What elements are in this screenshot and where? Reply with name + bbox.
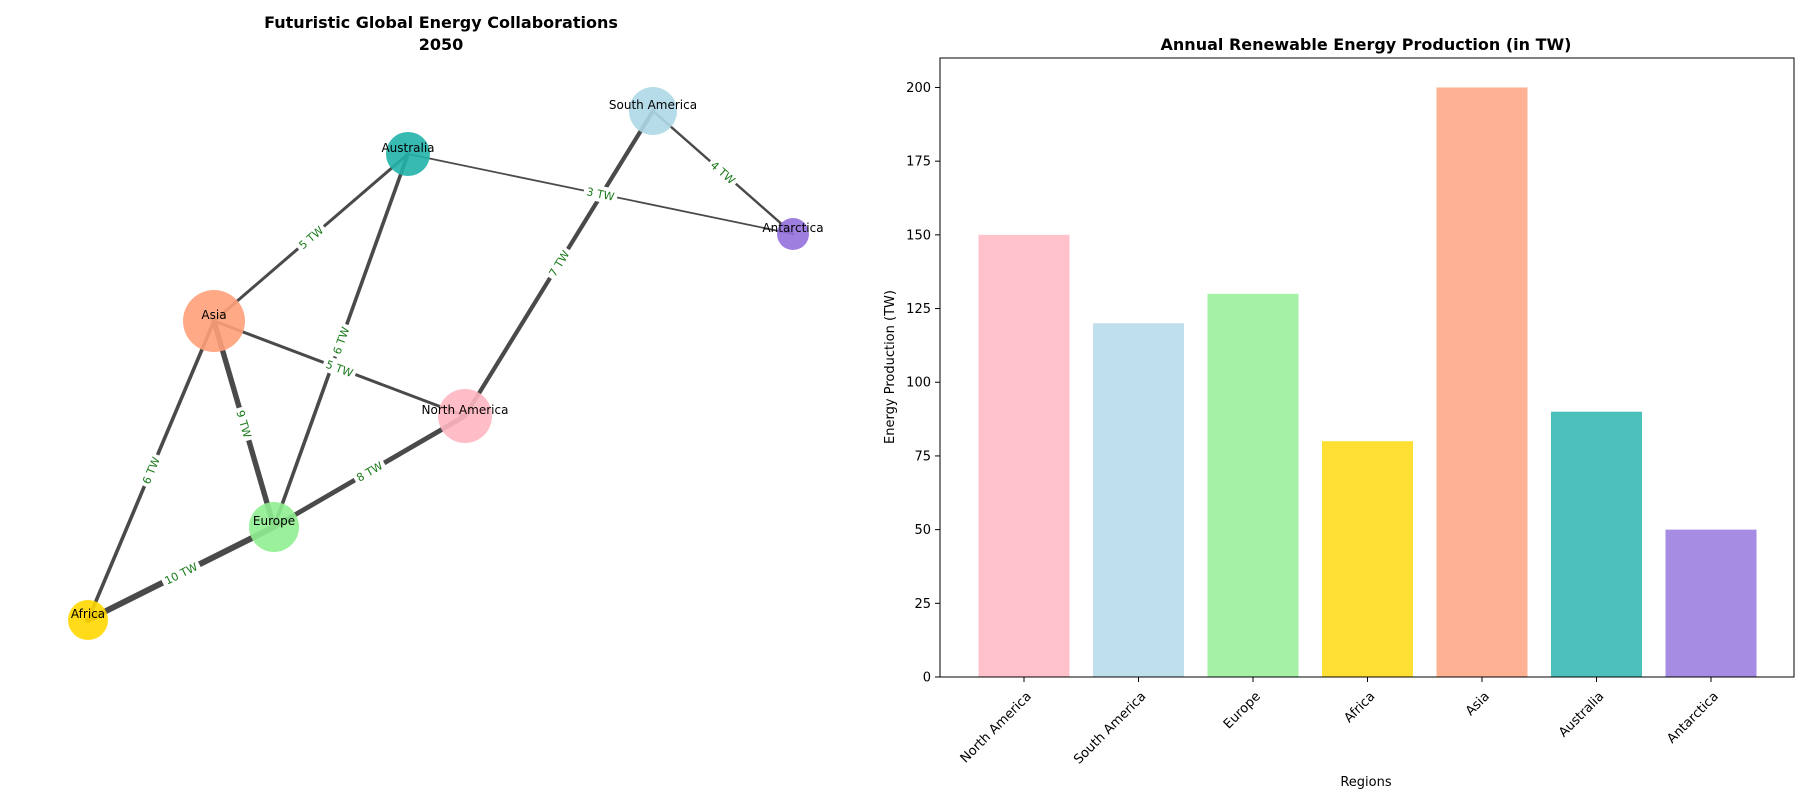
y-axis: 0 25 50 75 100 125 150 175 200 <box>906 81 940 686</box>
node-antarctica <box>777 218 809 250</box>
network-panel: Futuristic Global Energy Collaborations … <box>68 13 824 640</box>
y-tick-label: 150 <box>906 228 931 243</box>
node-africa <box>68 600 108 640</box>
y-tick-label: 200 <box>906 81 931 96</box>
bar-africa <box>1322 441 1413 677</box>
y-tick-label: 175 <box>906 155 931 170</box>
node-label-north-america: North America <box>422 403 509 417</box>
x-tick-label-africa: Africa <box>1342 689 1379 726</box>
edge-label-group: 3 TW <box>582 182 619 206</box>
edge-label-australia-antarctica: 3 TW <box>585 185 615 203</box>
edge-label-background <box>543 244 575 283</box>
node-label-africa: Africa <box>71 607 105 621</box>
node-label-antarctica: Antarctica <box>762 221 823 235</box>
edge-label-group: 6 TW <box>137 451 165 490</box>
x-tick-label-north-america: North America <box>958 689 1035 766</box>
network-nodes <box>68 87 809 640</box>
edge-label-background <box>582 182 619 206</box>
y-tick-label: 50 <box>914 523 931 538</box>
x-tick-label-antarctica: Antarctica <box>1664 689 1721 746</box>
y-tick-label: 0 <box>923 671 931 686</box>
edge-label-group: 7 TW <box>543 244 575 283</box>
edge-label-group: 9 TW <box>231 405 257 443</box>
edge-label-background <box>350 456 389 487</box>
edge-label-group: 10 TW <box>159 557 203 590</box>
x-tick-label-south-america: South America <box>1071 689 1149 767</box>
network-title-line-2: 2050 <box>419 35 464 54</box>
node-north-america <box>438 389 492 443</box>
node-label-australia: Australia <box>381 141 434 155</box>
bar-antarctica <box>1665 529 1757 677</box>
edge-label-background <box>137 451 165 490</box>
network-title-line-1: Futuristic Global Energy Collaborations <box>264 13 618 32</box>
bar-series <box>978 87 1757 677</box>
edge-label-background <box>320 355 359 382</box>
node-australia <box>386 132 430 176</box>
x-axis: North America South America Europe Africa As… <box>958 677 1722 767</box>
bar-south-america <box>1093 323 1184 677</box>
bar-north-america <box>978 234 1070 677</box>
y-tick-label: 75 <box>914 449 931 464</box>
y-tick-label: 125 <box>906 302 931 317</box>
edge-label-background <box>327 321 355 360</box>
node-europe <box>249 502 299 552</box>
edge-label-background <box>704 155 742 190</box>
bar-australia <box>1551 411 1642 677</box>
network-edges <box>85 108 795 623</box>
x-tick-label-asia: Asia <box>1463 689 1493 719</box>
bar-chart-panel: Annual Renewable Energy Production (in T… <box>883 35 1795 790</box>
node-south-america <box>629 87 677 135</box>
node-asia <box>183 290 245 352</box>
edge-label-background <box>231 405 257 443</box>
y-tick-label: 25 <box>914 597 931 612</box>
x-axis-label: Regions <box>1340 775 1392 790</box>
bar-europe <box>1207 293 1299 677</box>
x-tick-label-australia: Australia <box>1556 689 1607 740</box>
y-axis-label: Energy Production (TW) <box>883 290 898 444</box>
edge-label-group: 8 TW <box>350 456 389 487</box>
edge-label-background <box>292 220 330 255</box>
bar-asia <box>1436 87 1528 677</box>
y-tick-label: 100 <box>906 376 931 391</box>
network-node-labels: North America South America Europe Africa As… <box>71 98 824 621</box>
node-label-asia: Asia <box>201 308 226 322</box>
bar-chart-title: Annual Renewable Energy Production (in T… <box>1161 35 1572 54</box>
x-tick-label-europe: Europe <box>1221 689 1264 732</box>
edge-label-background <box>159 557 203 590</box>
node-label-europe: Europe <box>253 514 295 528</box>
node-label-south-america: South America <box>609 98 697 112</box>
edge-label-europe-africa: 10 TW <box>163 560 200 587</box>
edge-label-group: 6 TW <box>327 321 355 360</box>
